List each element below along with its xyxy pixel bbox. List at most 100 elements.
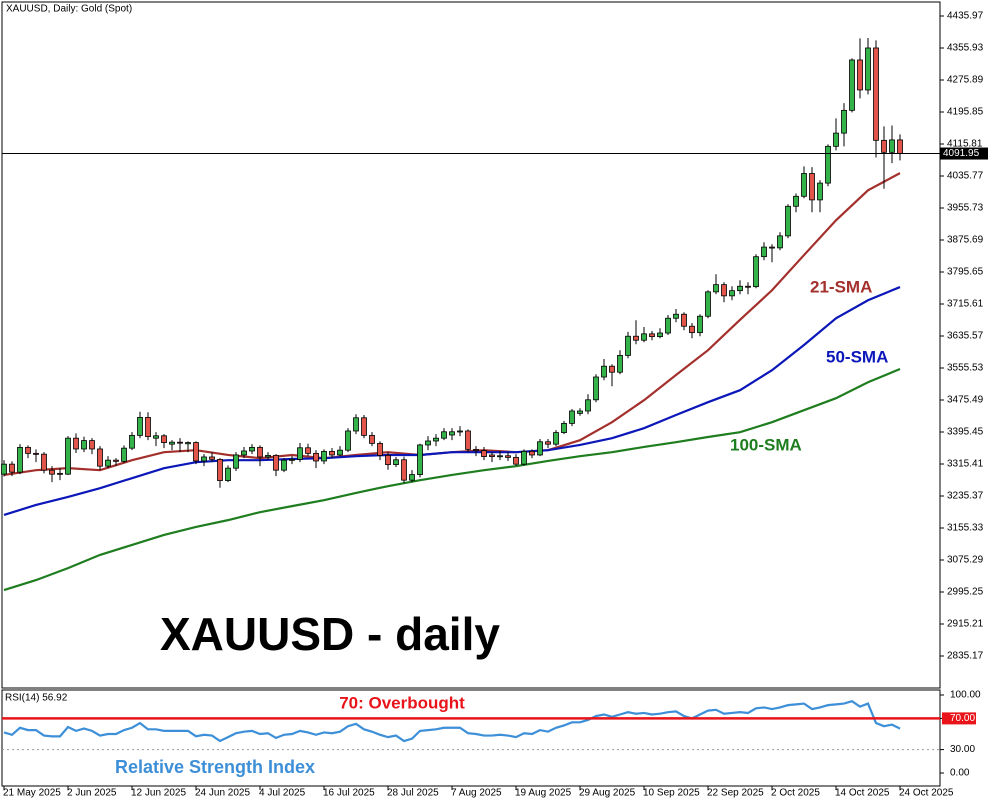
- y-tick-label: 3555.53: [947, 363, 984, 374]
- candle-body: [201, 456, 207, 462]
- sma-label: 21-SMA: [810, 277, 872, 296]
- candle-body: [409, 474, 415, 481]
- candle-body: [889, 139, 895, 153]
- current-price-label: 4091.95: [943, 148, 980, 159]
- candle-body: [225, 467, 231, 481]
- candle-body: [753, 256, 759, 288]
- candle-body: [849, 59, 855, 111]
- candle-body: [641, 333, 647, 341]
- candle-body: [17, 446, 23, 473]
- y-tick-label: 2995.25: [947, 587, 984, 598]
- y-tick-label: 4115.81: [947, 139, 983, 150]
- candle-body: [417, 444, 423, 475]
- candle-body: [513, 456, 519, 465]
- candle-body: [489, 454, 495, 457]
- rsi-line: [3, 700, 901, 743]
- y-tick-label: 3795.65: [947, 267, 984, 278]
- candle-body: [825, 145, 831, 184]
- candle-body: [57, 472, 63, 475]
- candle-body: [337, 449, 343, 456]
- candle-body: [793, 195, 799, 207]
- y-tick-label: 4035.77: [947, 171, 984, 182]
- candle-body: [129, 434, 135, 449]
- candle-body: [65, 437, 71, 475]
- candle-body: [705, 291, 711, 317]
- x-tick-label: 19 Aug 2025: [515, 788, 572, 799]
- candle-body: [273, 454, 279, 471]
- candle-body: [553, 432, 559, 445]
- y-tick-label: 3315.41: [947, 459, 984, 470]
- candle-body: [257, 446, 263, 458]
- candle-body: [649, 333, 655, 338]
- candle-body: [545, 441, 551, 445]
- y-tick-label: 0.00: [950, 768, 970, 779]
- x-tick-label: 2 Jun 2025: [67, 788, 117, 799]
- rsi-title: RSI(14) 56.92: [5, 693, 68, 704]
- candle-body: [833, 132, 839, 147]
- sma-line: [3, 367, 901, 592]
- candle-body: [617, 355, 623, 373]
- candle-body: [857, 59, 863, 91]
- sma-label: 50-SMA: [826, 347, 888, 366]
- candle-body: [873, 47, 879, 141]
- y-tick-label: 3155.33: [947, 523, 984, 534]
- candle-body: [153, 435, 159, 439]
- candle-body: [329, 450, 335, 456]
- candle-body: [377, 442, 383, 456]
- candle-body: [633, 335, 639, 341]
- candle-body: [897, 139, 903, 154]
- x-tick-label: 24 Jun 2025: [195, 788, 250, 799]
- candle-body: [745, 285, 751, 288]
- candle-body: [25, 446, 31, 454]
- candle-body: [505, 455, 511, 458]
- candle-body: [841, 109, 847, 134]
- candle-body: [145, 416, 151, 437]
- rsi-pane: [1, 689, 941, 787]
- candle-body: [265, 454, 271, 458]
- candle-body: [41, 453, 47, 471]
- candle-body: [401, 459, 407, 481]
- candle-body: [281, 459, 287, 471]
- candle-body: [305, 447, 311, 454]
- candle-body: [521, 450, 527, 465]
- candle-body: [433, 437, 439, 442]
- y-tick-label: 3635.57: [947, 331, 984, 342]
- y-tick-label: 3475.49: [947, 395, 984, 406]
- candle-body: [73, 437, 79, 450]
- candle-body: [97, 448, 103, 467]
- sma-line: [3, 286, 901, 516]
- candle-body: [113, 459, 119, 462]
- y-tick-label: 3875.69: [947, 235, 984, 246]
- candle-body: [449, 431, 455, 436]
- x-tick-label: 2 Oct 2025: [771, 788, 820, 799]
- x-tick-label: 29 Aug 2025: [579, 788, 636, 799]
- candle-body: [1, 463, 7, 475]
- candle-body: [369, 434, 375, 444]
- y-tick-highlight: [942, 712, 976, 725]
- candle-body: [297, 447, 303, 460]
- candle-body: [321, 450, 327, 462]
- candle-body: [465, 430, 471, 450]
- y-tick-label: 4355.93: [947, 43, 984, 54]
- candle-body: [817, 182, 823, 201]
- candle-body: [193, 442, 199, 462]
- candle-body: [249, 446, 255, 452]
- candle-body: [569, 410, 575, 424]
- candle-body: [137, 416, 143, 436]
- y-tick-label: 70.00: [950, 713, 975, 724]
- candle-body: [81, 440, 87, 450]
- candle-body: [761, 246, 767, 258]
- y-tick-label: 3395.45: [947, 427, 984, 438]
- overbought-label: 70: Overbought: [339, 693, 465, 712]
- candle-body: [353, 417, 359, 432]
- candle-body: [657, 332, 663, 338]
- x-tick-label: 28 Jul 2025: [387, 788, 439, 799]
- candle-body: [681, 313, 687, 327]
- candle-body: [313, 452, 319, 462]
- candle-body: [473, 448, 479, 451]
- x-tick-label: 10 Sep 2025: [643, 788, 700, 799]
- y-tick-label: 4275.89: [947, 75, 984, 86]
- candle-body: [161, 435, 167, 443]
- candle-body: [721, 284, 727, 297]
- candle-body: [769, 246, 775, 249]
